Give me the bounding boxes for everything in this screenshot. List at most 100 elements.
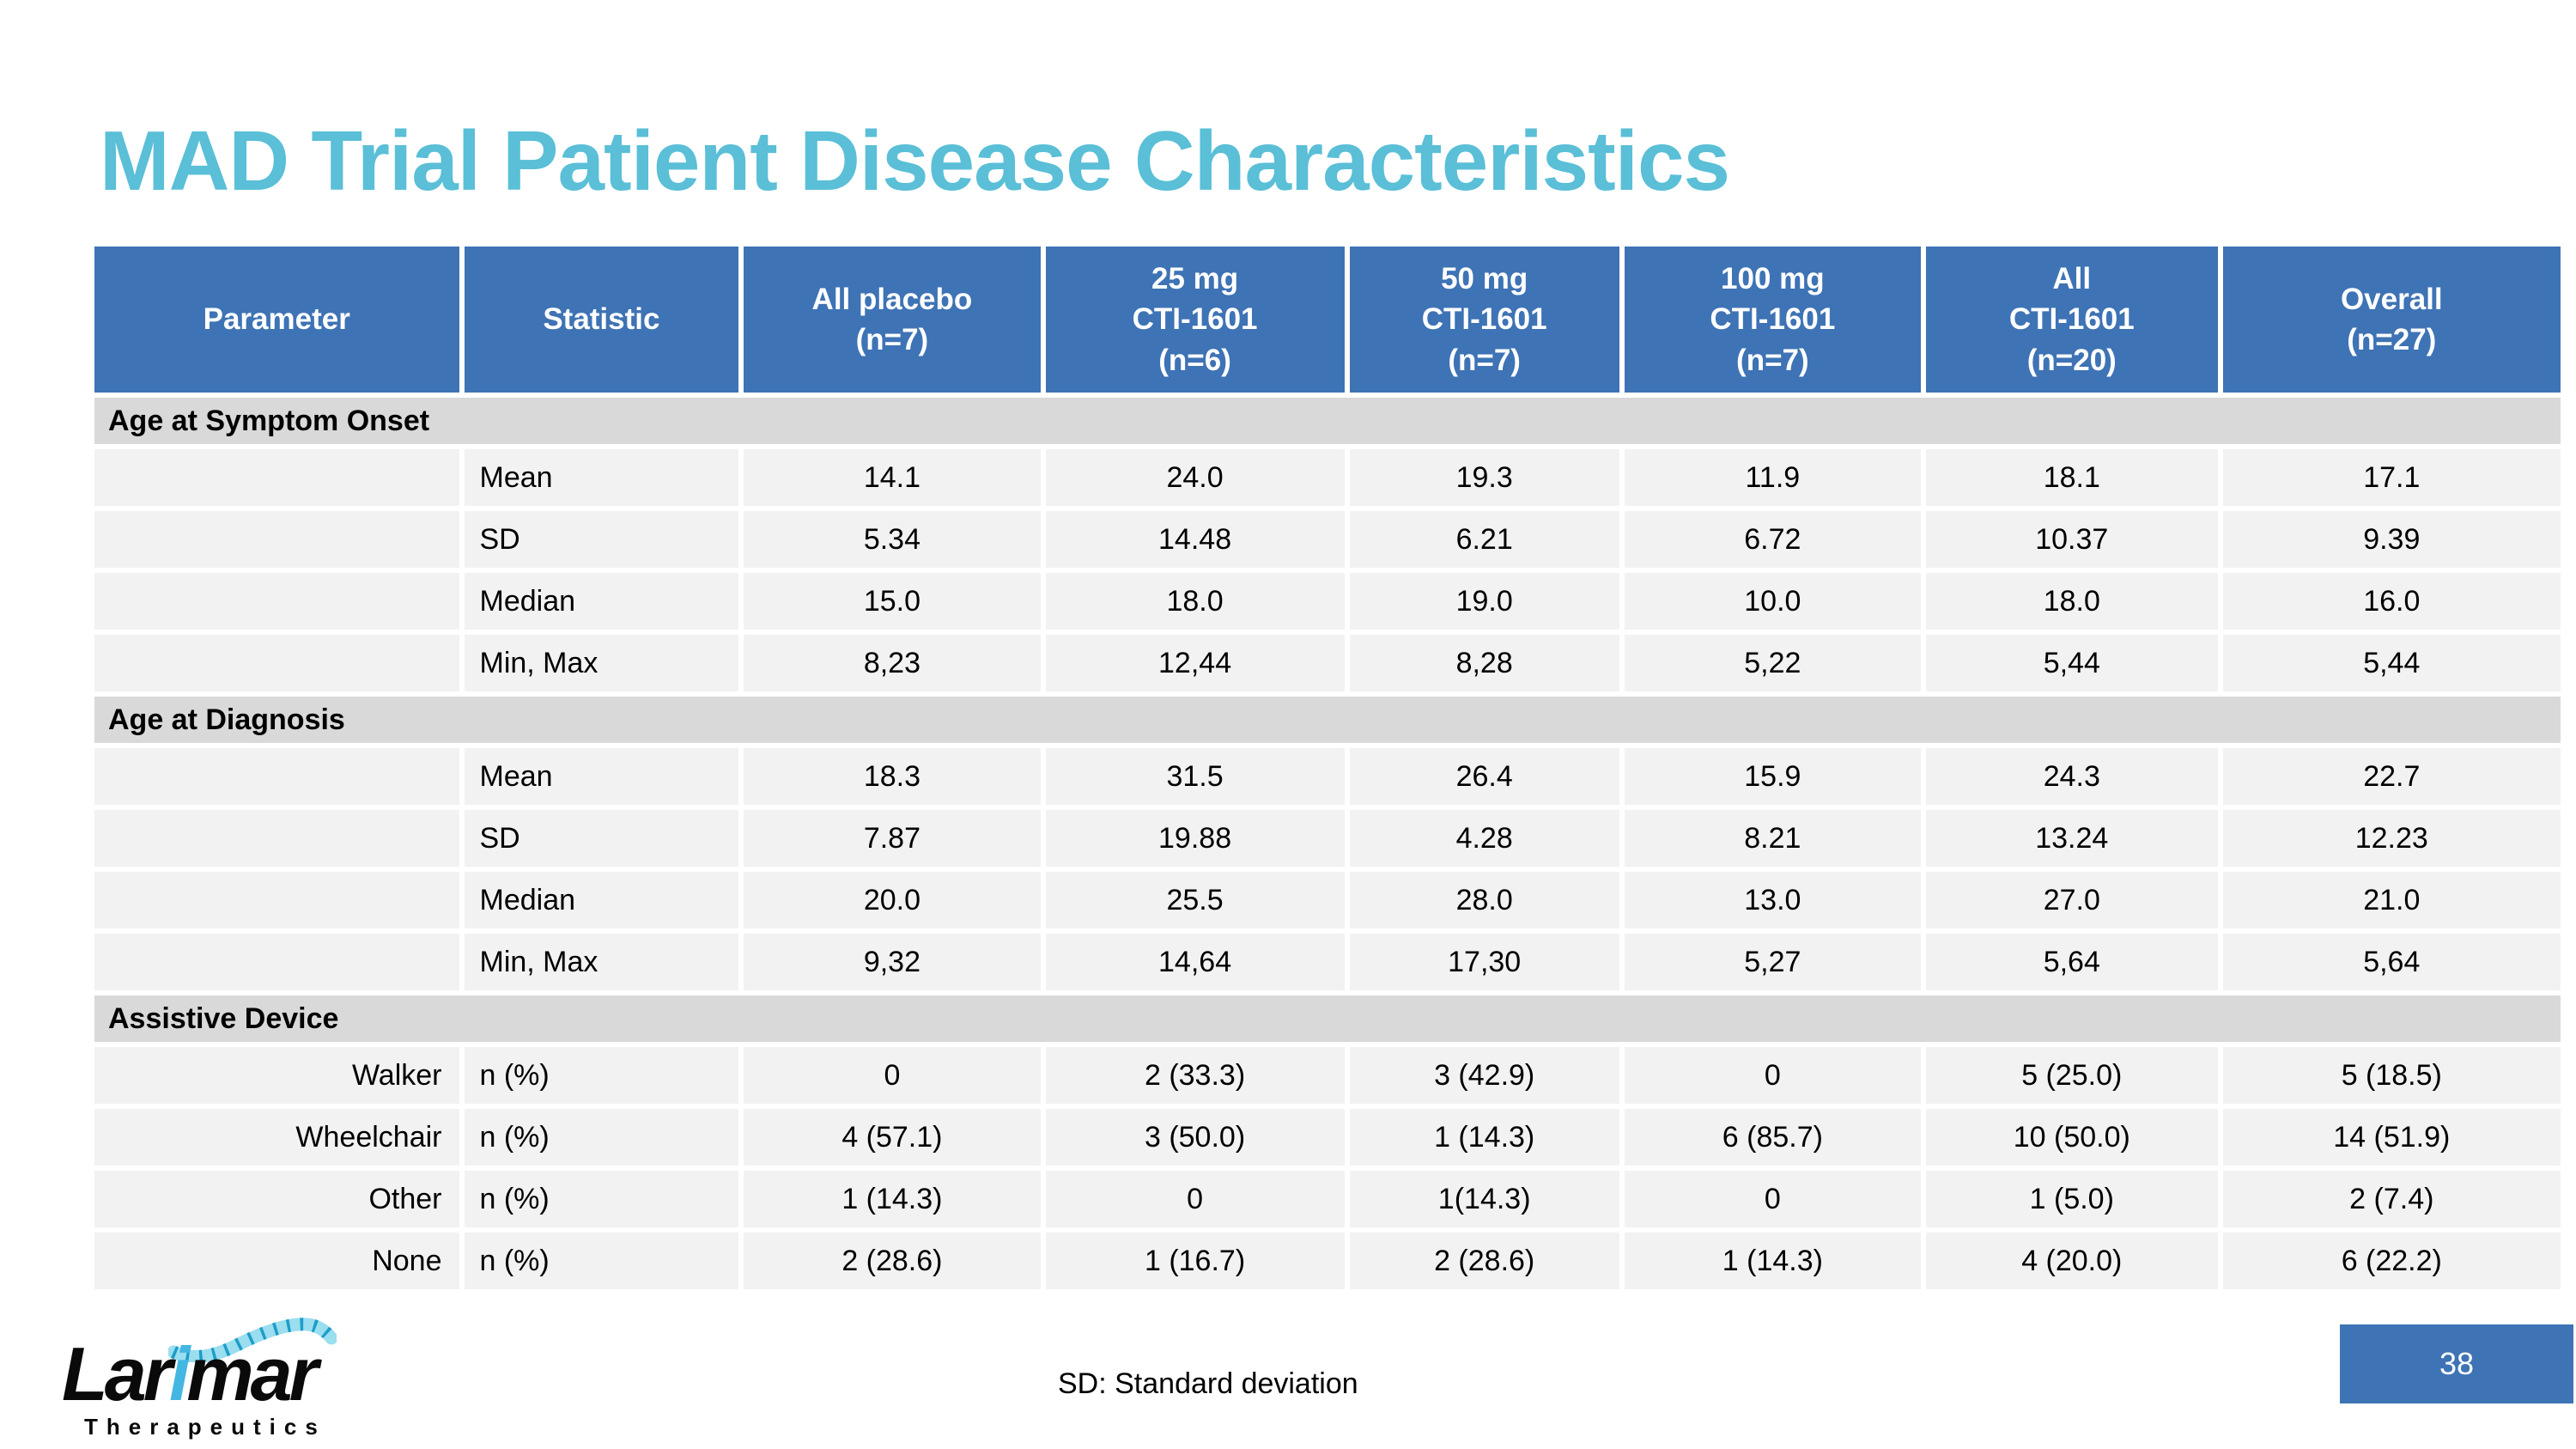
value-cell: 18.1 bbox=[1925, 449, 2218, 506]
statistic-cell: SD bbox=[464, 511, 739, 568]
value-cell: 24.0 bbox=[1045, 449, 1345, 506]
value-cell: 6 (22.2) bbox=[2222, 1233, 2561, 1289]
statistic-cell: Min, Max bbox=[464, 934, 739, 990]
col-header-100mg: 100 mg CTI-1601 (n=7) bbox=[1624, 247, 1921, 393]
statistic-cell: Median bbox=[464, 573, 739, 630]
value-cell: 5,44 bbox=[1925, 635, 2218, 691]
table-row: Mean 18.3 31.5 26.4 15.9 24.3 22.7 bbox=[94, 748, 2561, 805]
value-cell: 11.9 bbox=[1624, 449, 1921, 506]
value-cell: 17.1 bbox=[2222, 449, 2561, 506]
value-cell: 18.3 bbox=[744, 748, 1041, 805]
col-header-overall: Overall (n=27) bbox=[2222, 247, 2561, 393]
logo-text-accent: i bbox=[168, 1331, 191, 1416]
value-cell: 13.24 bbox=[1925, 810, 2218, 867]
parameter-cell: Other bbox=[94, 1171, 459, 1227]
statistic-cell: n (%) bbox=[464, 1233, 739, 1289]
section-label: Age at Diagnosis bbox=[94, 697, 2561, 743]
table-header-row: Parameter Statistic All placebo (n=7) 25… bbox=[94, 247, 2561, 393]
section-header-row: Assistive Device bbox=[94, 995, 2561, 1042]
value-cell: 19.88 bbox=[1045, 810, 1345, 867]
footnote: SD: Standard deviation bbox=[1058, 1367, 1358, 1400]
value-cell: 4.28 bbox=[1349, 810, 1619, 867]
value-cell: 0 bbox=[744, 1047, 1041, 1104]
value-cell: 12.23 bbox=[2222, 810, 2561, 867]
value-cell: 15.9 bbox=[1624, 748, 1921, 805]
value-cell: 0 bbox=[1045, 1171, 1345, 1227]
parameter-cell bbox=[94, 449, 459, 506]
statistic-cell: n (%) bbox=[464, 1109, 739, 1166]
value-cell: 27.0 bbox=[1925, 872, 2218, 928]
value-cell: 2 (33.3) bbox=[1045, 1047, 1345, 1104]
parameter-cell bbox=[94, 748, 459, 805]
parameter-cell: Walker bbox=[94, 1047, 459, 1104]
value-cell: 9.39 bbox=[2222, 511, 2561, 568]
value-cell: 24.3 bbox=[1925, 748, 2218, 805]
table-row: Median 15.0 18.0 19.0 10.0 18.0 16.0 bbox=[94, 573, 2561, 630]
table-row: Wheelchair n (%) 4 (57.1) 3 (50.0) 1 (14.3) 6… bbox=[94, 1109, 2561, 1166]
table-row: Walker n (%) 0 2 (33.3) 3 (42.9) 0 5 (25.0) 5 (… bbox=[94, 1047, 2561, 1104]
value-cell: 10.0 bbox=[1624, 573, 1921, 630]
value-cell: 26.4 bbox=[1349, 748, 1619, 805]
value-cell: 7.87 bbox=[744, 810, 1041, 867]
statistic-cell: n (%) bbox=[464, 1047, 739, 1104]
value-cell: 14.48 bbox=[1045, 511, 1345, 568]
col-header-statistic: Statistic bbox=[464, 247, 739, 393]
value-cell: 2 (28.6) bbox=[1349, 1233, 1619, 1289]
value-cell: 1 (5.0) bbox=[1925, 1171, 2218, 1227]
value-cell: 16.0 bbox=[2222, 573, 2561, 630]
table-row: Min, Max 9,32 14,64 17,30 5,27 5,64 5,64 bbox=[94, 934, 2561, 990]
value-cell: 17,30 bbox=[1349, 934, 1619, 990]
value-cell: 28.0 bbox=[1349, 872, 1619, 928]
value-cell: 18.0 bbox=[1925, 573, 2218, 630]
value-cell: 8,23 bbox=[744, 635, 1041, 691]
parameter-cell: None bbox=[94, 1233, 459, 1289]
col-header-all-placebo: All placebo (n=7) bbox=[744, 247, 1041, 393]
page-number-badge: 38 bbox=[2340, 1324, 2573, 1403]
col-header-all-cti: All CTI-1601 (n=20) bbox=[1925, 247, 2218, 393]
value-cell: 25.5 bbox=[1045, 872, 1345, 928]
value-cell: 2 (7.4) bbox=[2222, 1171, 2561, 1227]
table-row: Mean 14.1 24.0 19.3 11.9 18.1 17.1 bbox=[94, 449, 2561, 506]
value-cell: 5.34 bbox=[744, 511, 1041, 568]
logo-wordmark: Larimar bbox=[62, 1336, 319, 1412]
col-header-25mg: 25 mg CTI-1601 (n=6) bbox=[1045, 247, 1345, 393]
value-cell: 5,64 bbox=[1925, 934, 2218, 990]
larimar-logo: Larimar Therapeutics bbox=[58, 1318, 350, 1441]
table-row: Other n (%) 1 (14.3) 0 1(14.3) 0 1 (5.0) 2 (7.4… bbox=[94, 1171, 2561, 1227]
value-cell: 5,44 bbox=[2222, 635, 2561, 691]
section-label: Age at Symptom Onset bbox=[94, 398, 2561, 444]
value-cell: 12,44 bbox=[1045, 635, 1345, 691]
statistic-cell: Min, Max bbox=[464, 635, 739, 691]
table-row: None n (%) 2 (28.6) 1 (16.7) 2 (28.6) 1 (14.3… bbox=[94, 1233, 2561, 1289]
value-cell: 14,64 bbox=[1045, 934, 1345, 990]
logo-text-suffix: mar bbox=[186, 1331, 318, 1416]
value-cell: 15.0 bbox=[744, 573, 1041, 630]
section-label: Assistive Device bbox=[94, 995, 2561, 1042]
value-cell: 9,32 bbox=[744, 934, 1041, 990]
value-cell: 5,64 bbox=[2222, 934, 2561, 990]
value-cell: 6.21 bbox=[1349, 511, 1619, 568]
value-cell: 4 (57.1) bbox=[744, 1109, 1041, 1166]
value-cell: 22.7 bbox=[2222, 748, 2561, 805]
page-title: MAD Trial Patient Disease Characteristic… bbox=[100, 113, 1730, 208]
value-cell: 19.3 bbox=[1349, 449, 1619, 506]
value-cell: 6.72 bbox=[1624, 511, 1921, 568]
value-cell: 0 bbox=[1624, 1171, 1921, 1227]
statistic-cell: SD bbox=[464, 810, 739, 867]
value-cell: 10.37 bbox=[1925, 511, 2218, 568]
value-cell: 5,27 bbox=[1624, 934, 1921, 990]
value-cell: 21.0 bbox=[2222, 872, 2561, 928]
value-cell: 6 (85.7) bbox=[1624, 1109, 1921, 1166]
parameter-cell bbox=[94, 573, 459, 630]
table-row: SD 7.87 19.88 4.28 8.21 13.24 12.23 bbox=[94, 810, 2561, 867]
value-cell: 2 (28.6) bbox=[744, 1233, 1041, 1289]
logo-text-prefix: Lar bbox=[62, 1331, 173, 1416]
table-body: Age at Symptom Onset Mean 14.1 24.0 19.3 11.9… bbox=[94, 398, 2561, 1289]
value-cell: 19.0 bbox=[1349, 573, 1619, 630]
parameter-cell bbox=[94, 872, 459, 928]
value-cell: 14.1 bbox=[744, 449, 1041, 506]
statistic-cell: Mean bbox=[464, 449, 739, 506]
parameter-cell bbox=[94, 511, 459, 568]
value-cell: 18.0 bbox=[1045, 573, 1345, 630]
parameter-cell bbox=[94, 934, 459, 990]
